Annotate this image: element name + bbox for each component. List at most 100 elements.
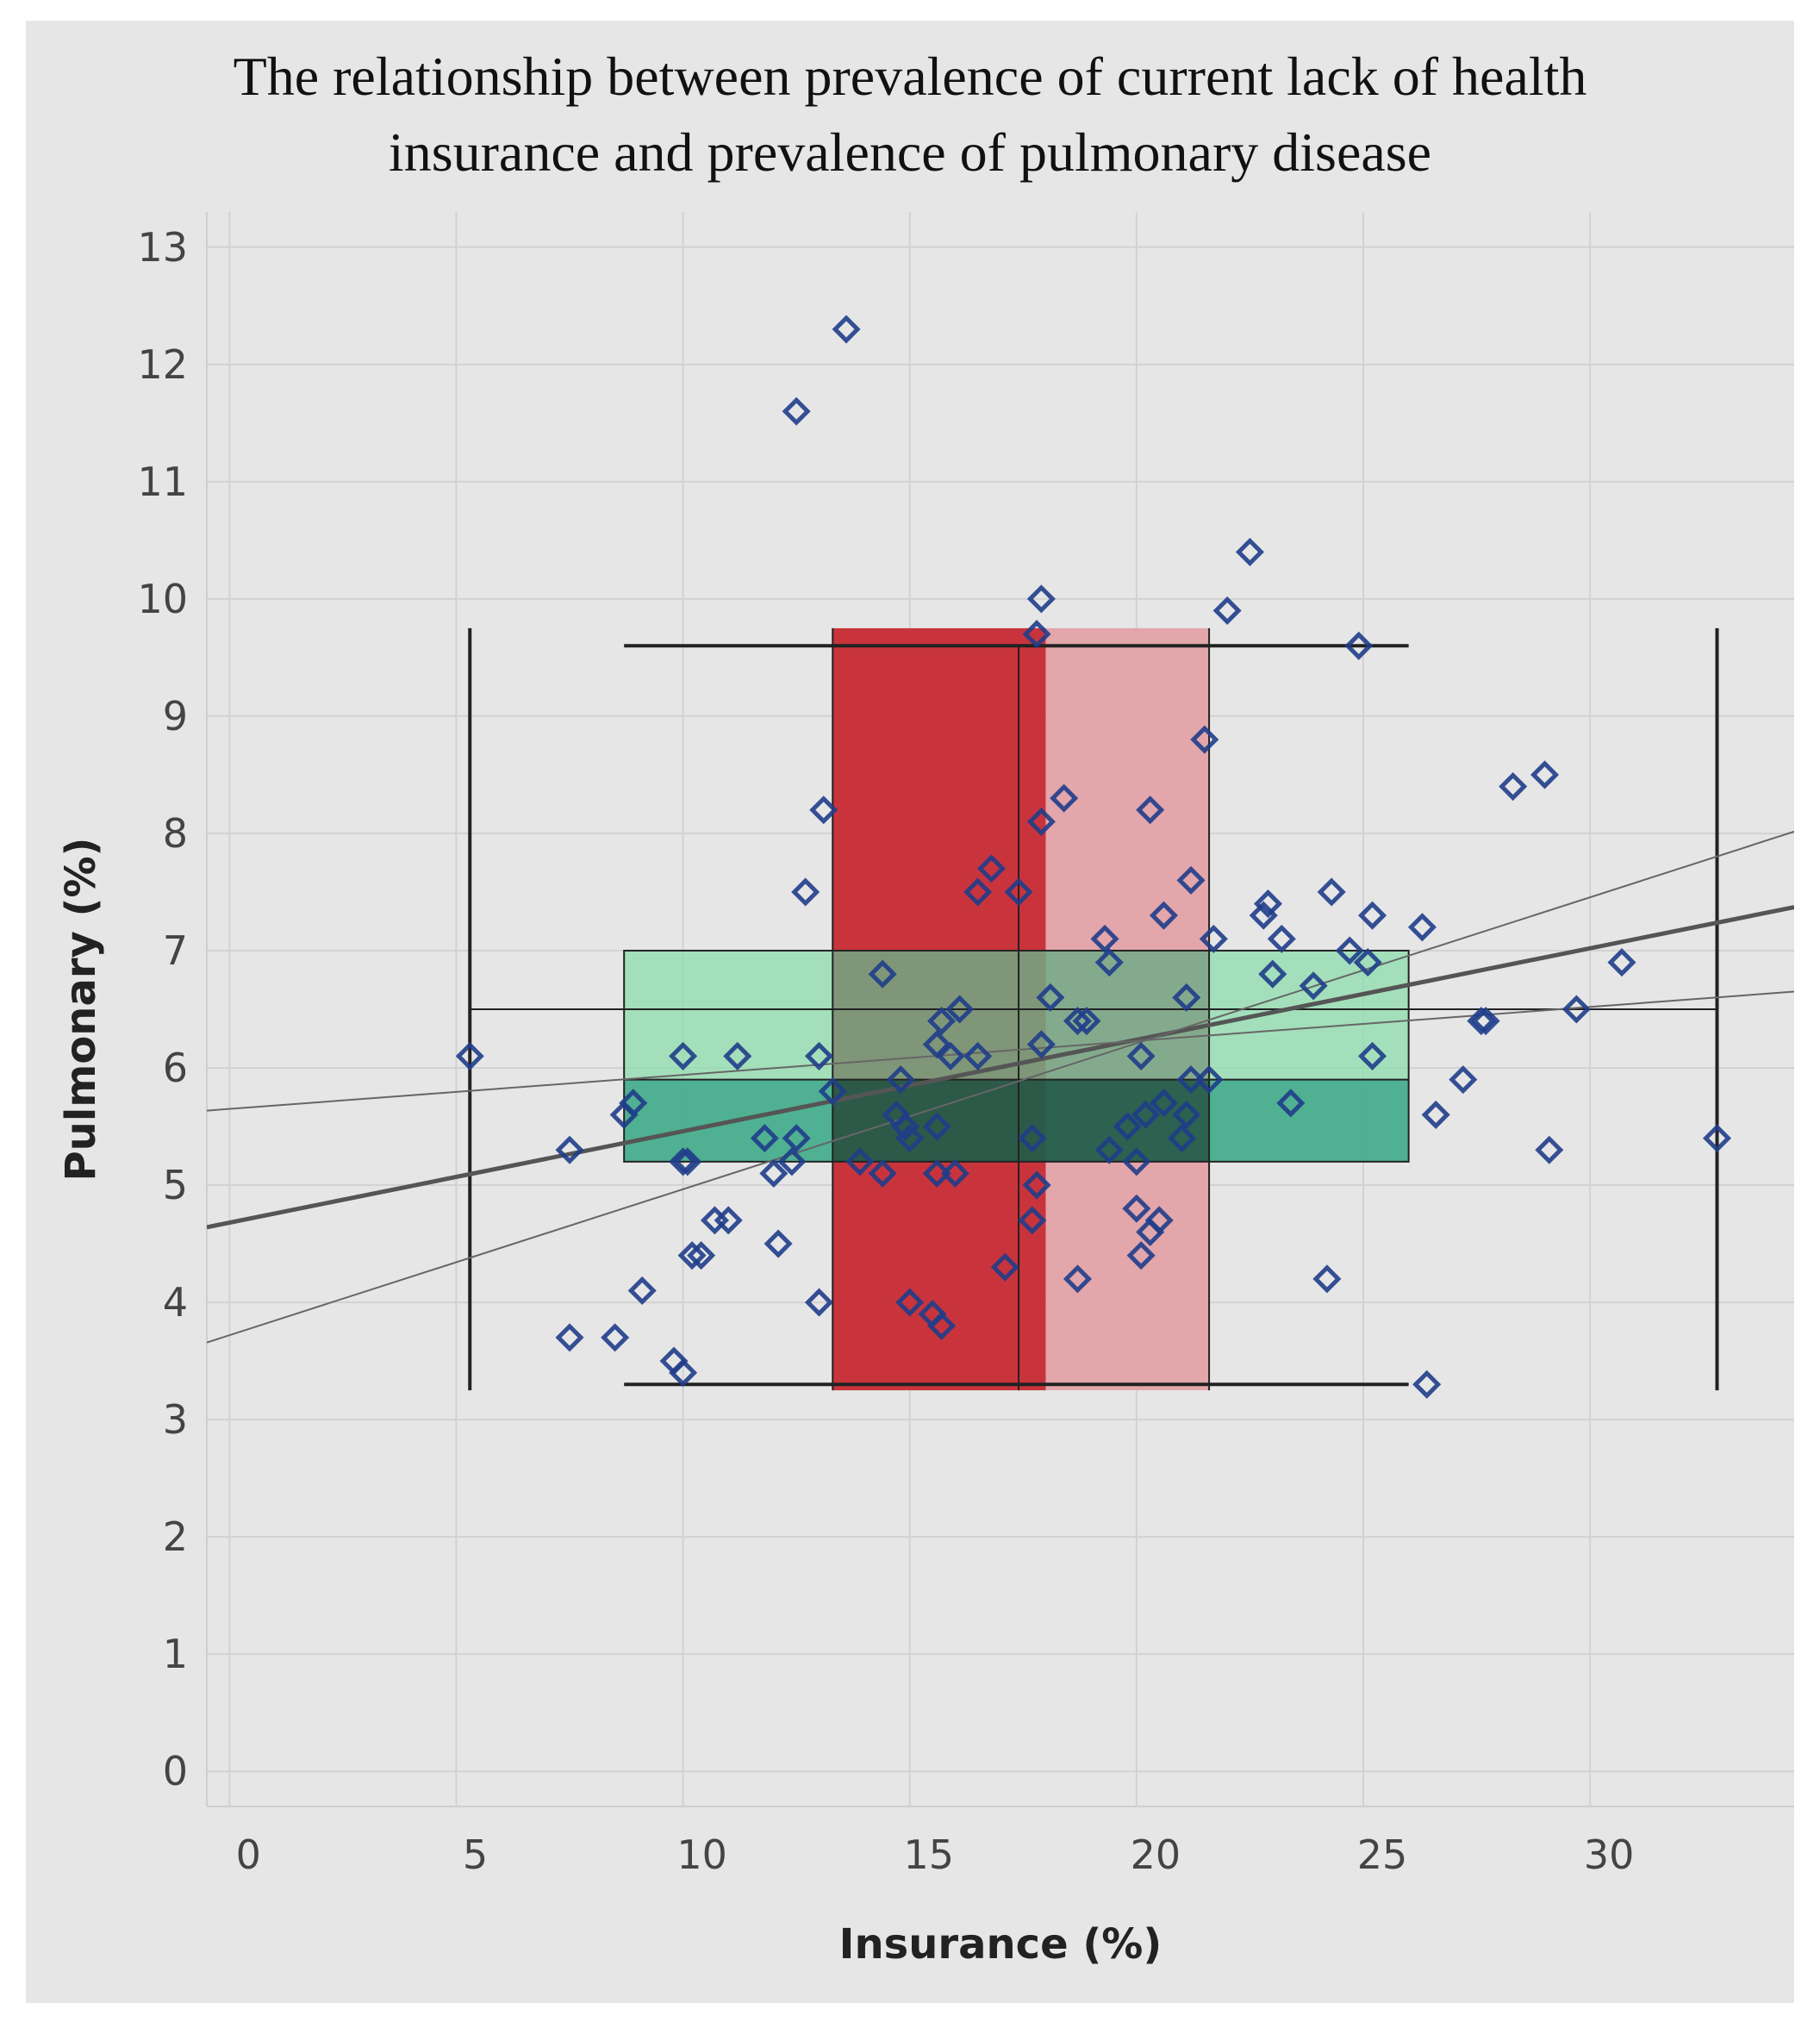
y-tick-label: 10 — [137, 576, 188, 622]
data-point — [1344, 631, 1374, 660]
data-point — [1144, 1206, 1174, 1235]
data-point — [1235, 537, 1264, 567]
data-point — [669, 1041, 698, 1070]
data-point — [1267, 924, 1296, 953]
y-axis-label: Pulmonary (%) — [57, 838, 105, 1182]
data-point — [1299, 971, 1328, 1001]
data-point — [750, 1124, 779, 1153]
y-box-upper-half — [624, 950, 1409, 1080]
y-box-outline — [623, 949, 1410, 1163]
y-tick-label: 12 — [137, 341, 188, 388]
data-point — [1335, 936, 1364, 965]
data-point — [895, 1288, 925, 1317]
data-point — [1607, 948, 1636, 977]
y-tick-label: 4 — [163, 1279, 188, 1326]
data-point — [1353, 948, 1382, 977]
data-point — [1212, 596, 1242, 626]
data-point — [832, 315, 861, 344]
data-point — [1126, 1241, 1156, 1270]
data-point — [1022, 620, 1051, 649]
data-point — [963, 877, 993, 907]
x-tick-label: 30 — [1584, 1831, 1635, 1878]
x-tick-label: 15 — [903, 1831, 954, 1878]
y-tick-label: 5 — [163, 1162, 188, 1208]
data-point — [895, 1124, 925, 1153]
y-tick-label: 2 — [163, 1513, 188, 1560]
x-tick-label: 10 — [676, 1831, 727, 1878]
data-point — [945, 995, 975, 1024]
data-point — [1467, 1007, 1496, 1036]
data-point — [759, 1158, 788, 1188]
data-point — [1063, 1264, 1093, 1294]
data-point — [845, 1147, 875, 1176]
data-point — [669, 1358, 698, 1388]
data-point — [940, 1158, 969, 1188]
y-box-lower-half — [624, 1079, 1409, 1162]
y-tick-label: 1 — [163, 1631, 188, 1677]
data-point — [1149, 1089, 1178, 1118]
data-point — [809, 796, 838, 825]
confidence-band-steep — [207, 830, 1794, 1344]
data-point — [1167, 1124, 1197, 1153]
data-point — [1122, 1147, 1151, 1176]
x-tick-label: 0 — [236, 1831, 261, 1878]
data-point — [1190, 725, 1219, 754]
data-point — [677, 1241, 707, 1270]
data-point — [1026, 584, 1056, 614]
data-point — [1561, 995, 1591, 1024]
data-point — [1004, 877, 1033, 907]
data-point — [927, 1311, 957, 1340]
data-point — [963, 1041, 993, 1070]
data-point — [1449, 1065, 1478, 1095]
data-point — [927, 1007, 957, 1036]
data-point — [804, 1041, 834, 1070]
box-overlap-upper — [832, 950, 1210, 1080]
data-point — [818, 1076, 847, 1106]
data-point — [1063, 1007, 1093, 1036]
data-point — [1131, 1100, 1160, 1129]
data-point — [764, 1229, 793, 1258]
data-point — [1172, 983, 1201, 1012]
data-point — [1113, 1112, 1142, 1141]
y-tick-label: 13 — [137, 224, 188, 271]
y-tick-label: 8 — [163, 810, 188, 857]
trend-line — [207, 905, 1794, 1230]
y-tick-label: 11 — [137, 459, 188, 505]
data-point — [791, 877, 820, 907]
data-point — [1317, 877, 1346, 907]
data-point — [1194, 1065, 1224, 1095]
data-point — [1358, 901, 1387, 930]
data-point — [1535, 1135, 1564, 1164]
data-point — [455, 1041, 484, 1070]
data-point — [1018, 1206, 1047, 1235]
data-point — [555, 1135, 584, 1164]
data-point — [1072, 1007, 1101, 1036]
data-point — [723, 1041, 752, 1070]
chart-title-line-1: The relationship between prevalence of c… — [234, 46, 1587, 107]
data-point — [782, 396, 811, 426]
data-point — [886, 1065, 915, 1095]
data-point — [627, 1276, 657, 1306]
x-tick-label: 25 — [1357, 1831, 1408, 1878]
y-tick-label: 3 — [163, 1396, 188, 1443]
chart-title-line-2: insurance and prevalence of pulmonary di… — [389, 122, 1431, 183]
data-point — [687, 1241, 716, 1270]
data-point — [1126, 1041, 1156, 1070]
data-point — [1412, 1370, 1442, 1399]
trend-lines — [207, 830, 1794, 1344]
data-point — [619, 1089, 648, 1118]
data-point — [1050, 783, 1079, 813]
data-point — [1258, 959, 1287, 989]
data-point — [714, 1206, 743, 1235]
data-point — [1702, 1124, 1732, 1153]
data-point — [1172, 1100, 1201, 1129]
data-point — [1018, 1124, 1047, 1153]
y-tick-label: 6 — [163, 1045, 188, 1091]
data-point — [936, 1041, 965, 1070]
data-point — [922, 1112, 951, 1141]
data-point — [868, 1158, 897, 1188]
x-axis-label: Insurance (%) — [839, 1920, 1162, 1969]
